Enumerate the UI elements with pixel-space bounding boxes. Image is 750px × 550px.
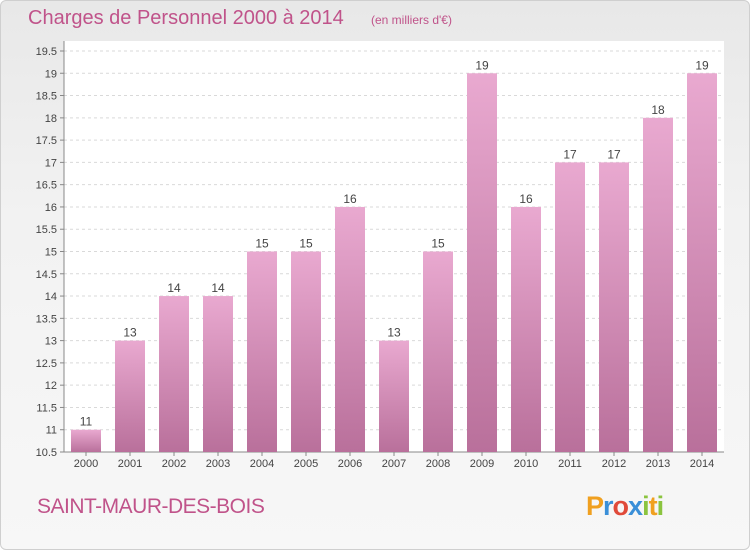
bar-2002: [159, 296, 189, 452]
logo-letter: o: [612, 491, 629, 521]
bar-2006: [335, 206, 365, 452]
bar-2010: [511, 206, 541, 452]
data-labels: 11 13 14 14 15 15 16 13 15 19 16 17 17 18 19: [80, 58, 709, 428]
y-tick-label: 17: [45, 157, 57, 169]
bar-2013: [643, 117, 673, 452]
bar-2012: [599, 162, 629, 452]
x-tick-label: 2005: [294, 458, 318, 470]
logo-letter: x: [628, 491, 643, 521]
x-tick-label: 2001: [118, 458, 142, 470]
data-label: 17: [563, 147, 577, 161]
y-tick-label: 17.5: [36, 135, 57, 147]
x-tick-label: 2008: [426, 458, 450, 470]
bar-2001: [115, 340, 145, 452]
bars: [71, 73, 717, 453]
bar-2009: [467, 73, 497, 453]
y-tick-label: 12.5: [36, 358, 57, 370]
x-tick-label: 2014: [690, 458, 714, 470]
data-label: 16: [519, 192, 533, 206]
y-tick-label: 16.5: [36, 180, 57, 192]
bar-2005: [291, 251, 321, 452]
data-label: 19: [475, 58, 489, 72]
data-label: 11: [80, 415, 93, 429]
data-label: 17: [607, 147, 621, 161]
x-tick-label: 2011: [558, 458, 582, 470]
logo-letter: i: [642, 491, 649, 521]
x-tick-label: 2000: [74, 458, 98, 470]
y-tick-label: 19: [45, 68, 57, 80]
y-tick-label: 15.5: [36, 224, 57, 236]
data-label: 19: [695, 58, 709, 72]
y-tick-label: 11: [46, 425, 57, 437]
x-axis-ticks: 2000 2001 2002 2003 2004 2005 2006 2007 2008 2009…: [74, 452, 714, 470]
bar-2000: [71, 429, 101, 452]
chart-title: Charges de Personnel 2000 à 2014: [28, 7, 344, 29]
y-tick-label: 11.5: [36, 402, 57, 414]
y-tick-label: 12: [45, 380, 57, 392]
data-label: 14: [211, 281, 225, 295]
y-tick-label: 14: [45, 291, 57, 303]
bar-2011: [555, 162, 585, 452]
proxiti-logo: Proxiti: [586, 491, 664, 522]
place-name: SAINT-MAUR-DES-BOIS: [37, 495, 265, 518]
y-tick-label: 14.5: [36, 269, 57, 281]
y-tick-label: 13: [45, 336, 57, 348]
data-label: 16: [343, 192, 357, 206]
x-tick-label: 2012: [602, 458, 626, 470]
x-tick-label: 2004: [250, 458, 274, 470]
logo-letter: P: [586, 491, 604, 521]
bar-2007: [379, 340, 409, 452]
y-tick-label: 18: [45, 113, 57, 125]
x-tick-label: 2010: [514, 458, 538, 470]
x-tick-label: 2009: [470, 458, 494, 470]
y-tick-label: 19.5: [36, 46, 57, 58]
x-tick-label: 2006: [338, 458, 362, 470]
data-label: 13: [387, 326, 401, 340]
data-label: 18: [651, 103, 665, 117]
data-label: 13: [123, 326, 137, 340]
y-tick-label: 16: [45, 202, 57, 214]
logo-letter: i: [656, 491, 664, 521]
y-tick-label: 15: [45, 247, 57, 259]
x-tick-label: 2013: [646, 458, 670, 470]
x-tick-label: 2003: [206, 458, 230, 470]
data-label: 15: [255, 237, 269, 251]
x-tick-label: 2007: [382, 458, 406, 470]
chart-subtitle: (en milliers d'€): [371, 13, 452, 27]
data-label: 15: [431, 237, 445, 251]
bar-2003: [203, 296, 233, 452]
bar-2008: [423, 251, 453, 452]
y-axis-ticks: 10.5 11 11.5 12 12.5 13 13.5 14 14.5 15 15.5 16 16.5…: [36, 46, 64, 459]
y-tick-label: 13.5: [36, 313, 57, 325]
y-tick-label: 18.5: [36, 91, 57, 103]
bar-2004: [247, 251, 277, 452]
y-tick-label: 10.5: [36, 447, 57, 459]
bar-2014: [687, 73, 717, 453]
data-label: 15: [299, 237, 313, 251]
logo-letter: t: [648, 491, 658, 521]
x-tick-label: 2002: [162, 458, 186, 470]
logo-letter: r: [603, 491, 613, 521]
data-label: 14: [167, 281, 181, 295]
